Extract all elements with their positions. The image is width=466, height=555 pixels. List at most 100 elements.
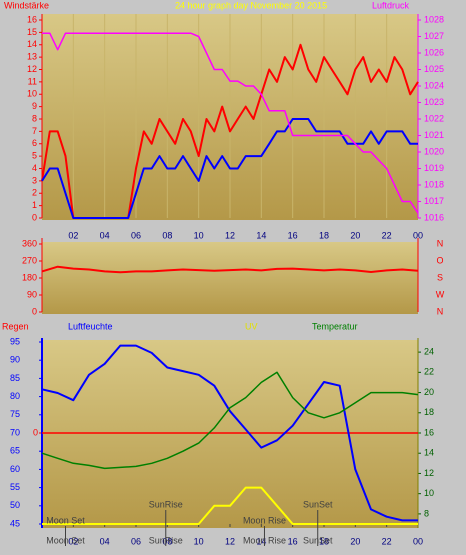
y-tick-label: 13	[27, 52, 37, 62]
x-tick-label: 08	[162, 536, 172, 546]
legend-label: Temperatur	[312, 321, 358, 331]
y2-tick-label: 10	[424, 488, 434, 498]
event-label: Moon Set	[46, 515, 85, 525]
chart-title: 24 hour graph day November 20 2015	[175, 0, 327, 10]
y-tick-label: 0	[32, 212, 37, 222]
y-tick-label: 15	[27, 27, 37, 37]
x-tick-label: 12	[225, 230, 235, 240]
y-tick-label: 3	[32, 175, 37, 185]
y-tick-label: 4	[32, 163, 37, 173]
y-tick-label: 85	[10, 373, 20, 383]
legend-label: Regen	[2, 321, 29, 331]
y2-tick-label: 16	[424, 427, 434, 437]
y-tick-label: 95	[10, 336, 20, 346]
y2-tick-label: 1021	[424, 130, 444, 140]
regen-tick-label: 0	[33, 427, 38, 437]
x-tick-label: 18	[319, 230, 329, 240]
series-line	[41, 371, 419, 470]
y-tick-label: 90	[27, 289, 37, 299]
y2-tick-label: 8	[424, 508, 429, 518]
y2-tick-label: 1026	[424, 47, 444, 57]
y2-axis-title: Luftdruck	[372, 0, 410, 10]
direction-label: N	[437, 306, 444, 316]
x-tick-label: 20	[350, 536, 360, 546]
direction-label: N	[437, 238, 444, 248]
y-tick-label: 10	[27, 89, 37, 99]
event-label: Moon Rise	[243, 535, 286, 545]
series-line	[41, 265, 419, 274]
y-tick-label: 0	[32, 306, 37, 316]
direction-label: O	[436, 255, 443, 265]
plot-area	[42, 340, 418, 528]
series-line	[42, 486, 418, 525]
legend-label: Luftfeuchte	[68, 321, 113, 331]
y2-tick-label: 1020	[424, 146, 444, 156]
event-label: SunSet	[303, 535, 333, 545]
y-tick-label: 11	[28, 76, 37, 86]
y-tick-label: 6	[32, 138, 37, 148]
y2-tick-label: 1025	[424, 64, 444, 74]
y2-tick-label: 1022	[424, 113, 444, 123]
event-label: Moon Set	[46, 535, 85, 545]
y-tick-label: 9	[32, 101, 37, 111]
x-tick-label: 00	[413, 230, 423, 240]
plot-area	[42, 242, 418, 314]
y2-tick-label: 1028	[424, 14, 444, 24]
event-label: Moon Rise	[243, 515, 286, 525]
y-tick-label: 7	[32, 126, 37, 136]
y2-tick-label: 1027	[424, 31, 444, 41]
y2-tick-label: 1019	[424, 163, 444, 173]
y2-tick-label: 1017	[424, 196, 444, 206]
y2-tick-label: 22	[424, 367, 434, 377]
y2-tick-label: 18	[424, 407, 434, 417]
x-tick-label: 02	[68, 536, 78, 546]
x-tick-label: 04	[100, 230, 110, 240]
x-tick-label: 06	[131, 230, 141, 240]
y-tick-label: 12	[27, 64, 37, 74]
y-tick-label: 270	[22, 255, 37, 265]
y-tick-label: 65	[10, 446, 20, 456]
y-tick-label: 75	[10, 409, 20, 419]
y-axis-title: Windstärke	[4, 0, 49, 10]
event-label: SunSet	[303, 499, 333, 509]
x-tick-label: 04	[100, 536, 110, 546]
series-line	[42, 32, 419, 214]
y-tick-label: 5	[32, 151, 37, 161]
y-tick-label: 60	[10, 464, 20, 474]
y-tick-label: 90	[10, 355, 20, 365]
y2-tick-label: 1023	[424, 97, 444, 107]
x-tick-label: 16	[288, 230, 298, 240]
y-tick-label: 180	[22, 272, 37, 282]
series-line	[41, 344, 418, 522]
x-tick-label: 08	[162, 230, 172, 240]
y-tick-label: 360	[22, 238, 37, 248]
direction-label: W	[436, 289, 445, 299]
x-tick-label: 10	[194, 230, 204, 240]
x-tick-label: 14	[256, 536, 266, 546]
y-tick-label: 1	[32, 200, 37, 210]
y2-tick-label: 20	[424, 387, 434, 397]
y-tick-label: 8	[32, 113, 37, 123]
y-tick-label: 70	[10, 427, 20, 437]
y-tick-label: 2	[32, 188, 37, 198]
x-tick-label: 18	[319, 536, 329, 546]
x-tick-label: 22	[382, 536, 392, 546]
y2-tick-label: 14	[424, 448, 434, 458]
direction-label: S	[437, 272, 443, 282]
x-tick-label: 00	[413, 536, 423, 546]
legend-label: UV	[245, 321, 258, 331]
y-tick-label: 50	[10, 500, 20, 510]
y-tick-label: 14	[27, 39, 37, 49]
x-tick-label: 10	[194, 536, 204, 546]
x-tick-label: 12	[225, 536, 235, 546]
y-tick-label: 80	[10, 391, 20, 401]
y2-tick-label: 1024	[424, 80, 444, 90]
x-tick-label: 06	[131, 536, 141, 546]
x-tick-label: 20	[350, 230, 360, 240]
x-tick-label: 16	[288, 536, 298, 546]
y2-tick-label: 1018	[424, 179, 444, 189]
x-tick-label: 22	[382, 230, 392, 240]
event-label: SunRise	[149, 499, 183, 509]
event-label: SunRise	[149, 535, 183, 545]
